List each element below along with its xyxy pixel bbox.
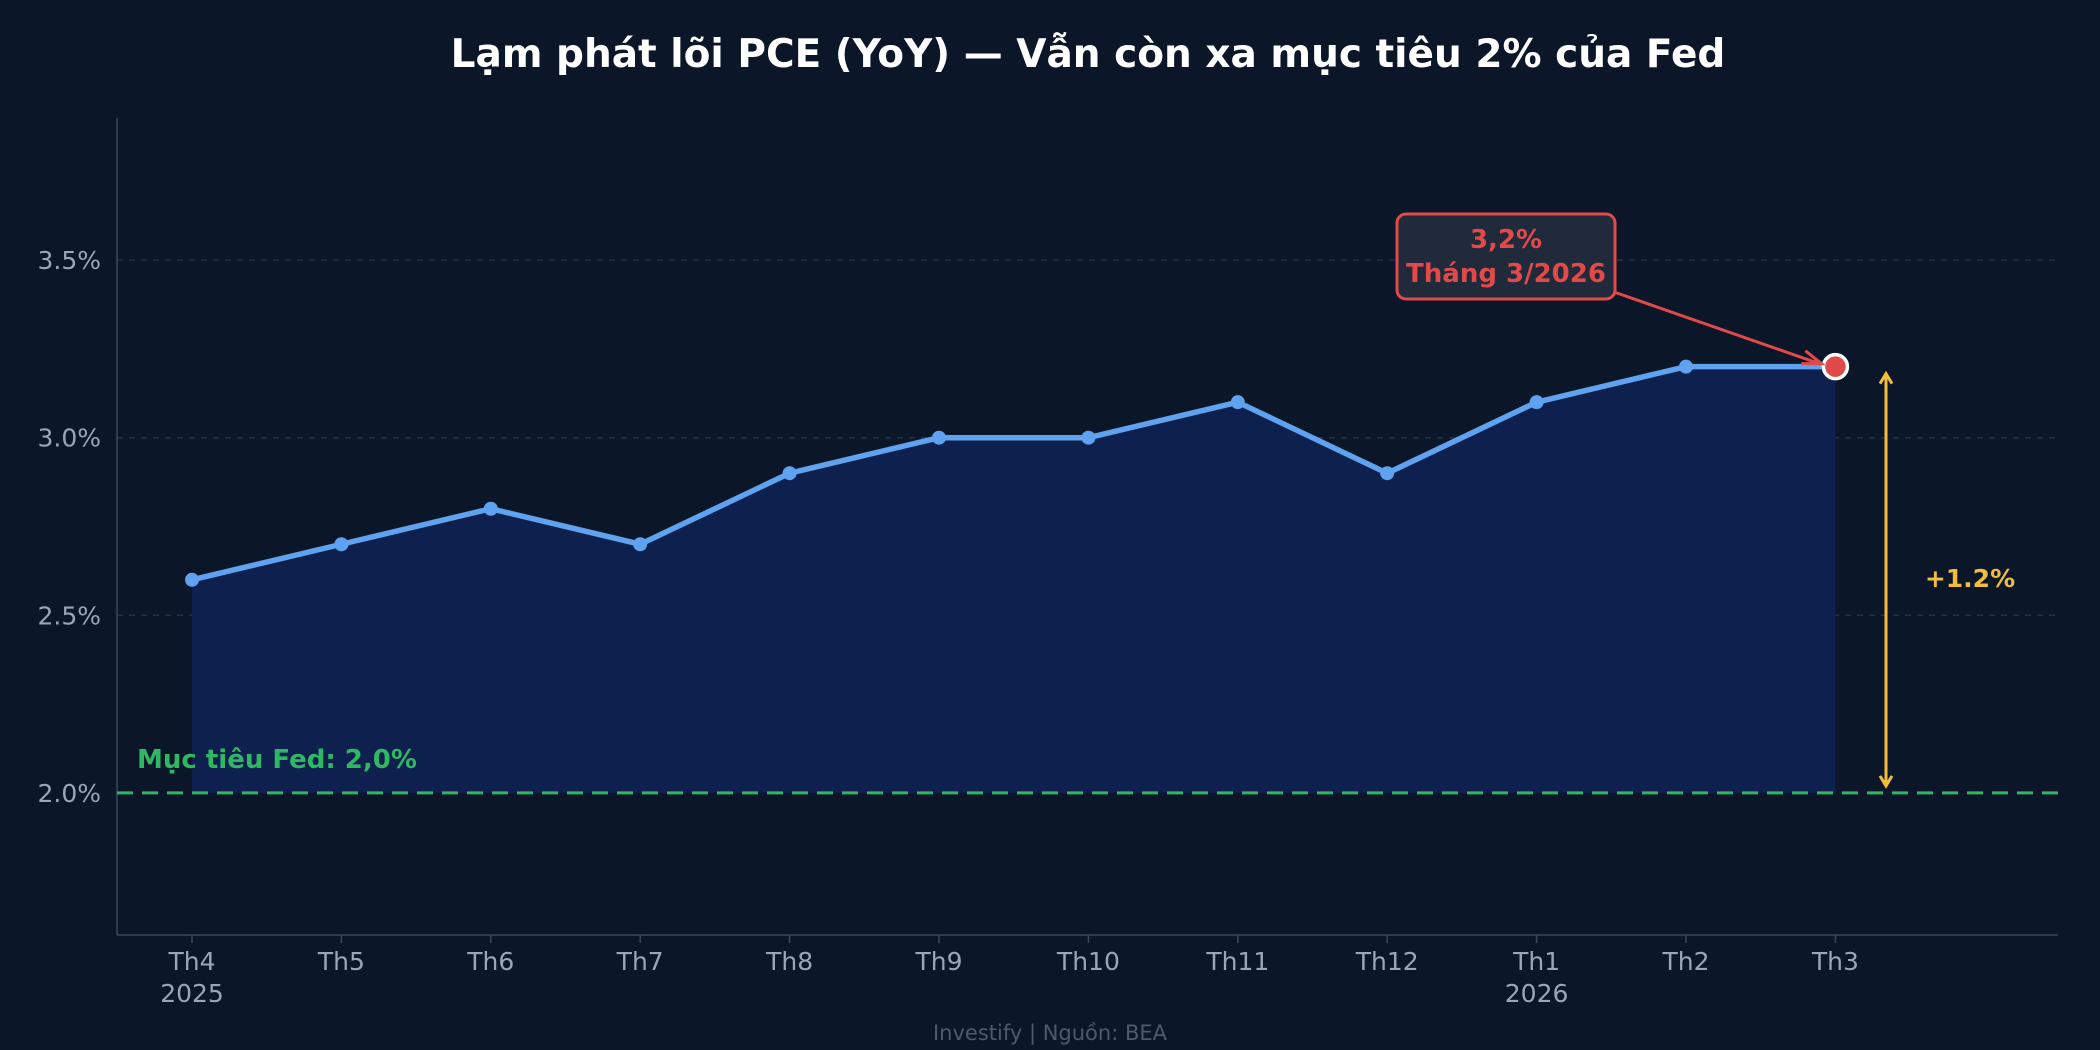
callout-box (1395, 212, 1617, 301)
data-point (1529, 395, 1544, 410)
gap-annotation: +1.2% (1878, 370, 2015, 789)
x-tick-label: Th9 (914, 947, 962, 976)
area-fill (192, 366, 1836, 793)
data-point (1679, 359, 1693, 374)
data-points (185, 352, 1850, 587)
x-tick-label: Th11 (1205, 947, 1269, 976)
x-tick-label: Th7 (616, 947, 664, 976)
x-tick-label: Th10 (1056, 947, 1120, 976)
chart-title: Lạm phát lõi PCE (YoY) — Vẫn còn xa mục … (451, 32, 1726, 77)
callout-arrow-head (1801, 349, 1826, 366)
data-point (483, 501, 498, 516)
target-line-group: Mục tiêu Fed: 2,0% (117, 745, 2058, 795)
x-tick-label: Th3 (1811, 947, 1859, 976)
highlight-point (1821, 352, 1850, 381)
source-note: Investify | Nguồn: BEA (933, 1021, 1168, 1046)
gap-arrow-head-top (1878, 370, 1894, 385)
x-tick-label: Th6 (466, 947, 514, 976)
x-tick-label: Th5 (317, 947, 365, 976)
x-tick-label: Th4 (167, 947, 215, 976)
x-year-label: 2025 (160, 979, 224, 1008)
y-tick-labels: 2.0% 2.5% 3.0% 3.5% (37, 246, 101, 808)
x-tick-label: Th1 (1512, 947, 1560, 976)
data-point (932, 430, 946, 445)
x-tick-label: Th2 (1661, 947, 1709, 976)
data-point (1081, 430, 1096, 445)
data-point (782, 466, 797, 481)
gap-label: +1.2% (1925, 564, 2015, 593)
callout-value: 3,2% (1470, 225, 1542, 255)
gap-arrow-head-bottom (1878, 775, 1894, 789)
callout-arrow-line (1613, 290, 1820, 366)
data-point (185, 572, 199, 587)
y-tick-label: 2.0% (37, 779, 101, 808)
data-point (334, 537, 349, 552)
x-year-label: 2026 (1505, 979, 1569, 1008)
series-area (192, 366, 1836, 793)
data-point (1230, 395, 1245, 410)
callout-annotation: 3,2% Tháng 3/2026 (1395, 212, 1826, 366)
y-tick-label: 3.0% (37, 424, 101, 453)
axes (116, 118, 2058, 936)
y-tick-label: 2.5% (37, 601, 101, 630)
x-tick-label: Th8 (765, 947, 813, 976)
data-point (1380, 466, 1395, 481)
series-line (189, 363, 1839, 583)
x-tick-labels: Th4 2025 Th5 Th6 Th7 Th8 Th9 Th10 Th11 Th12 Th1 202… (160, 935, 1859, 1008)
target-label: Mục tiêu Fed: 2,0% (137, 745, 417, 775)
series-line-group (189, 363, 1839, 583)
callout-date: Tháng 3/2026 (1406, 259, 1606, 289)
x-tick-label: Th12 (1355, 947, 1419, 976)
data-point (633, 537, 648, 552)
y-tick-label: 3.5% (37, 246, 101, 275)
